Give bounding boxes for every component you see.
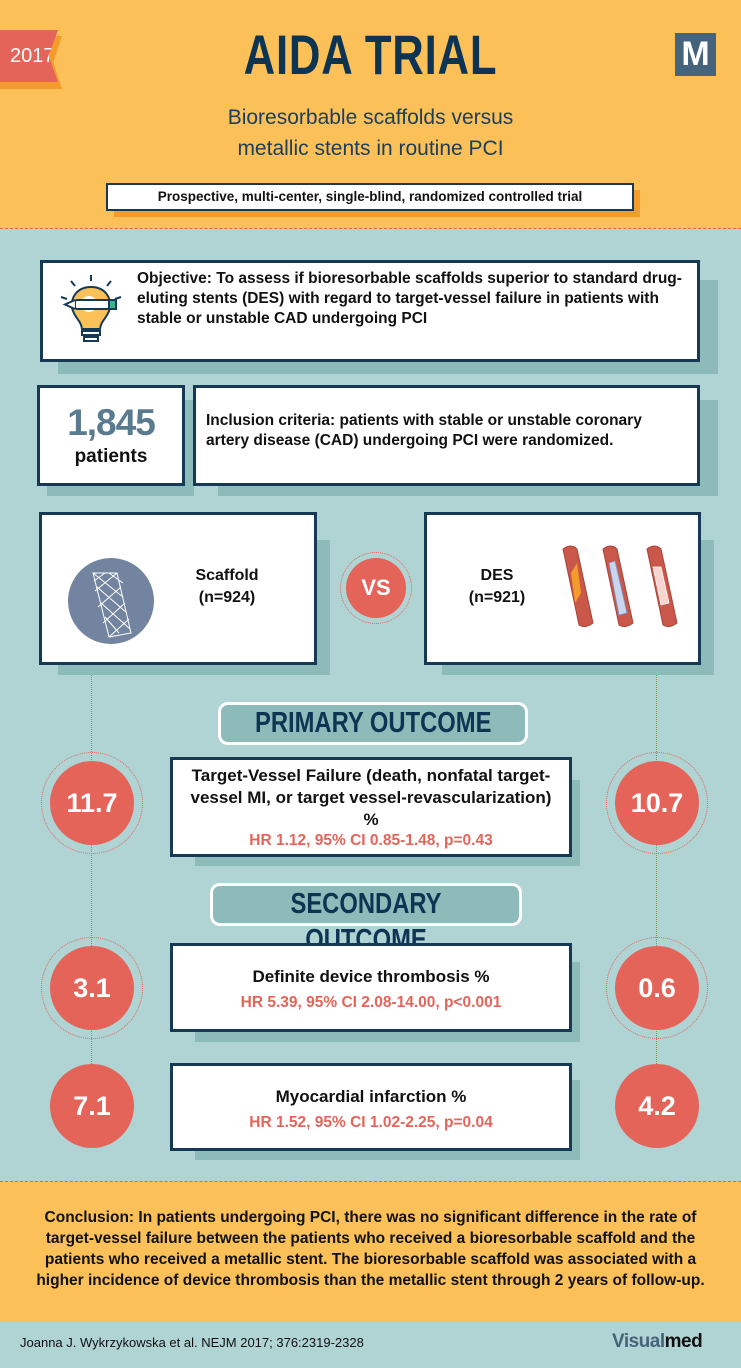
primary-heading-text: PRIMARY OUTCOME — [254, 707, 492, 739]
scaffold-icon — [68, 558, 154, 644]
primary-outcome-box: Target-Vessel Failure (death, nonfatal t… — [170, 757, 572, 857]
mi-stat: HR 1.52, 95% CI 1.02-2.25, p=0.04 — [249, 1114, 493, 1131]
ring — [41, 937, 143, 1039]
primary-outcome-heading: PRIMARY OUTCOME — [218, 702, 528, 745]
ring — [606, 937, 708, 1039]
mi-title: Myocardial infarction % — [275, 1087, 467, 1106]
subtitle-line-2: metallic stents in routine PCI — [237, 137, 504, 160]
scaffold-thrombosis-value: 3.1 — [50, 946, 134, 1030]
vs-badge: VS — [346, 558, 406, 618]
ring — [606, 752, 708, 854]
des-primary-value: 10.7 — [615, 761, 699, 845]
year-ribbon: 2017 — [0, 30, 58, 82]
scaffold-arm-box: Scaffold (n=924) — [39, 512, 317, 665]
des-n: (n=921) — [468, 589, 526, 606]
des-arm-box: DES (n=921) — [424, 512, 701, 665]
inclusion-text: Inclusion criteria: patients with stable… — [206, 412, 642, 449]
vs-ring — [340, 552, 412, 624]
thrombosis-box: Definite device thrombosis % HR 5.39, 95… — [170, 943, 572, 1032]
objective-text: Objective: To assess if bioresorbable sc… — [137, 270, 682, 327]
secondary-outcome-heading: SECONDARY OUTCOME — [210, 883, 522, 956]
thrombosis-stat: HR 5.39, 95% CI 2.08-14.00, p<0.001 — [240, 994, 502, 1011]
visualmed-logo: Visualmed — [612, 1331, 703, 1353]
page-title: AIDA TRIAL — [243, 23, 498, 86]
brand-part-1: Visual — [612, 1331, 665, 1352]
primary-outcome-title: Target-Vessel Failure (death, nonfatal t… — [190, 766, 552, 829]
citation: Joanna J. Wykrzykowska et al. NEJM 2017;… — [20, 1335, 364, 1350]
objective-box: Objective: To assess if bioresorbable sc… — [40, 260, 700, 362]
patient-count-box: 1,845 patients — [37, 385, 185, 486]
thrombosis-title: Definite device thrombosis % — [252, 967, 490, 986]
patient-unit: patients — [74, 446, 148, 467]
artery-stent-icon — [562, 545, 678, 628]
secondary-heading-text: SECONDARY OUTCOME — [290, 888, 442, 956]
des-mi-value: 4.2 — [615, 1064, 699, 1148]
trial-design-tag: Prospective, multi-center, single-blind,… — [106, 183, 634, 211]
scaffold-label: Scaffold — [195, 567, 259, 584]
mi-box: Myocardial infarction % HR 1.52, 95% CI … — [170, 1063, 572, 1151]
subtitle: Bioresorbable scaffolds versus metallic … — [0, 102, 741, 164]
m-logo-icon: M — [675, 33, 716, 76]
scaffold-n: (n=924) — [198, 589, 256, 606]
des-connector — [656, 664, 657, 1104]
brand-part-2: med — [664, 1331, 703, 1352]
subtitle-line-1: Bioresorbable scaffolds versus — [227, 106, 514, 129]
inclusion-box: Inclusion criteria: patients with stable… — [193, 385, 700, 486]
des-label: DES — [480, 567, 514, 584]
patient-count: 1,845 — [67, 402, 156, 443]
ring — [41, 752, 143, 854]
des-thrombosis-value: 0.6 — [615, 946, 699, 1030]
lightbulb-icon — [60, 275, 122, 342]
conclusion: Conclusion: In patients undergoing PCI, … — [0, 1181, 741, 1322]
scaffold-connector — [91, 664, 92, 1104]
scaffold-primary-value: 11.7 — [50, 761, 134, 845]
primary-outcome-stat: HR 1.12, 95% CI 0.85-1.48, p=0.43 — [249, 832, 493, 849]
scaffold-mi-value: 7.1 — [50, 1064, 134, 1148]
